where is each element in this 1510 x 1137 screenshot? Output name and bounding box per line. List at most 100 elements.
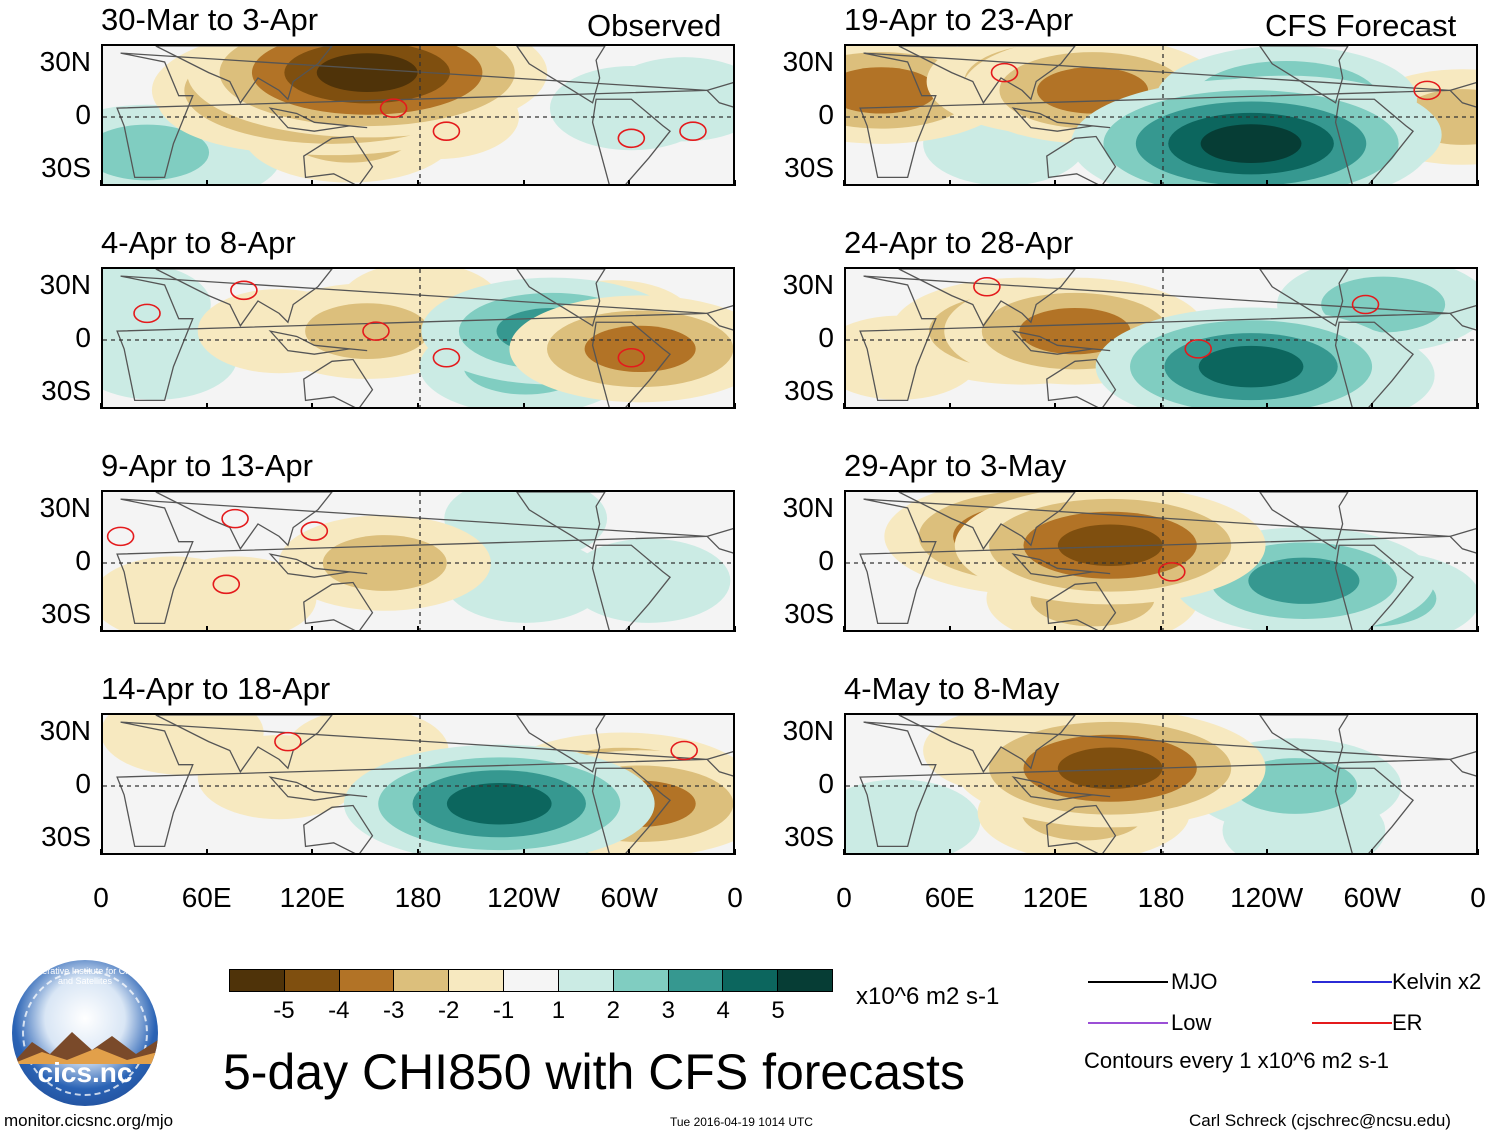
coastline xyxy=(1448,751,1476,777)
map-panel xyxy=(101,713,735,855)
er-contour xyxy=(679,121,707,141)
colorbar-swatch xyxy=(230,970,285,991)
cics-logo: Cooperative Institute for Climate and Sa… xyxy=(12,960,158,1106)
map-svg xyxy=(846,492,1476,630)
x-tick-mark xyxy=(1054,403,1057,409)
coastline xyxy=(859,498,1451,625)
lon-tick-label: 120W xyxy=(487,882,561,913)
map-panel xyxy=(844,267,1478,409)
lat-tick-label: 30S xyxy=(784,375,834,407)
coastline xyxy=(1334,544,1415,630)
coastline xyxy=(268,330,368,355)
kelvin-line xyxy=(1312,981,1392,983)
coastline xyxy=(155,46,333,105)
coastline xyxy=(591,321,672,407)
x-tick-mark xyxy=(734,626,736,632)
coastline xyxy=(116,52,708,179)
x-tick-mark xyxy=(1265,403,1268,409)
coastline xyxy=(155,715,333,774)
x-tick-mark xyxy=(843,849,845,855)
lat-tick-label: 30S xyxy=(784,821,834,853)
map-svg xyxy=(103,715,733,853)
x-tick-mark xyxy=(734,849,736,855)
coastline xyxy=(591,98,672,184)
x-tick-mark xyxy=(417,626,419,632)
x-tick-mark xyxy=(205,626,208,632)
coastline xyxy=(591,544,672,630)
coastline xyxy=(516,715,606,773)
map-panel xyxy=(101,44,735,186)
map-panel xyxy=(844,44,1478,186)
website-link[interactable]: monitor.cicsnc.org/mjo xyxy=(4,1111,174,1130)
map-svg xyxy=(846,269,1476,407)
lon-tick-label: 120W xyxy=(1230,882,1304,913)
colorbar-swatch xyxy=(723,970,779,991)
map-svg xyxy=(103,269,733,407)
lon-tick-label: 60W xyxy=(1343,882,1402,913)
panel-title: 14-Apr to 18-Apr xyxy=(101,671,331,706)
low-line xyxy=(1088,1022,1168,1024)
er-label: ER xyxy=(1392,1010,1423,1035)
logo-ring-text: Cooperative Institute for Climate and Sa… xyxy=(20,966,150,986)
lat-tick-label: 0 xyxy=(75,99,91,130)
x-tick-mark xyxy=(100,849,102,855)
er-contour xyxy=(106,526,135,547)
anomaly-contour xyxy=(567,538,731,623)
coastline xyxy=(116,721,708,848)
anomaly-contour xyxy=(103,715,264,775)
coastline xyxy=(1259,46,1349,104)
anomaly-contour xyxy=(602,57,733,142)
anomaly-contour xyxy=(316,53,418,92)
er-contour xyxy=(230,280,258,301)
x-tick-mark xyxy=(734,180,736,186)
lat-tick-label: 30S xyxy=(41,821,91,853)
er-contour xyxy=(617,347,646,368)
lat-tick-label: 30S xyxy=(784,598,834,630)
er-contour xyxy=(1158,562,1186,582)
anomaly-contour xyxy=(103,124,210,181)
lon-tick-label: 0 xyxy=(727,882,743,913)
coastline xyxy=(155,492,333,551)
coastline xyxy=(898,46,1076,105)
observed-tag: Observed xyxy=(587,8,722,43)
x-tick-mark xyxy=(1160,849,1162,855)
x-tick-mark xyxy=(1265,180,1268,186)
coastline xyxy=(516,269,606,327)
er-contour xyxy=(1413,80,1441,101)
panel-title: 4-Apr to 8-Apr xyxy=(101,225,296,260)
anomaly-contour xyxy=(1200,124,1302,163)
x-tick-mark xyxy=(1054,626,1057,632)
x-tick-mark xyxy=(522,849,525,855)
anomaly-contour xyxy=(1019,307,1131,355)
coastline xyxy=(1046,135,1117,184)
lon-tick-label: 0 xyxy=(1470,882,1486,913)
lat-tick-label: 30S xyxy=(784,152,834,184)
x-tick-mark xyxy=(1054,849,1057,855)
panel-title: 29-Apr to 3-May xyxy=(844,448,1067,483)
coastline xyxy=(1259,492,1349,550)
x-tick-mark xyxy=(417,180,419,186)
coastline xyxy=(1046,358,1117,407)
anomaly-contour xyxy=(153,556,317,630)
lon-tick-label: 60E xyxy=(181,882,232,913)
kelvin-label: Kelvin x2 xyxy=(1392,969,1482,994)
x-tick-mark xyxy=(628,403,631,409)
coastline xyxy=(516,492,606,550)
er-line xyxy=(1312,1022,1392,1024)
colorbar-swatch xyxy=(504,970,559,991)
x-tick-mark xyxy=(1371,403,1374,409)
x-tick-mark xyxy=(1265,626,1268,632)
lat-tick-label: 0 xyxy=(818,99,834,130)
panel-title: 24-Apr to 28-Apr xyxy=(844,225,1074,260)
coastline xyxy=(1334,321,1415,407)
x-tick-mark xyxy=(205,849,208,855)
x-tick-mark xyxy=(628,626,631,632)
x-tick-mark xyxy=(1054,180,1057,186)
colorbar-tick-label: 1 xyxy=(551,997,566,1024)
panel-title: 19-Apr to 23-Apr xyxy=(844,2,1074,37)
x-tick-mark xyxy=(1160,403,1162,409)
x-tick-mark xyxy=(311,626,314,632)
coastline xyxy=(705,82,733,108)
lon-tick-label: 0 xyxy=(93,882,109,913)
lat-tick-label: 30S xyxy=(41,598,91,630)
